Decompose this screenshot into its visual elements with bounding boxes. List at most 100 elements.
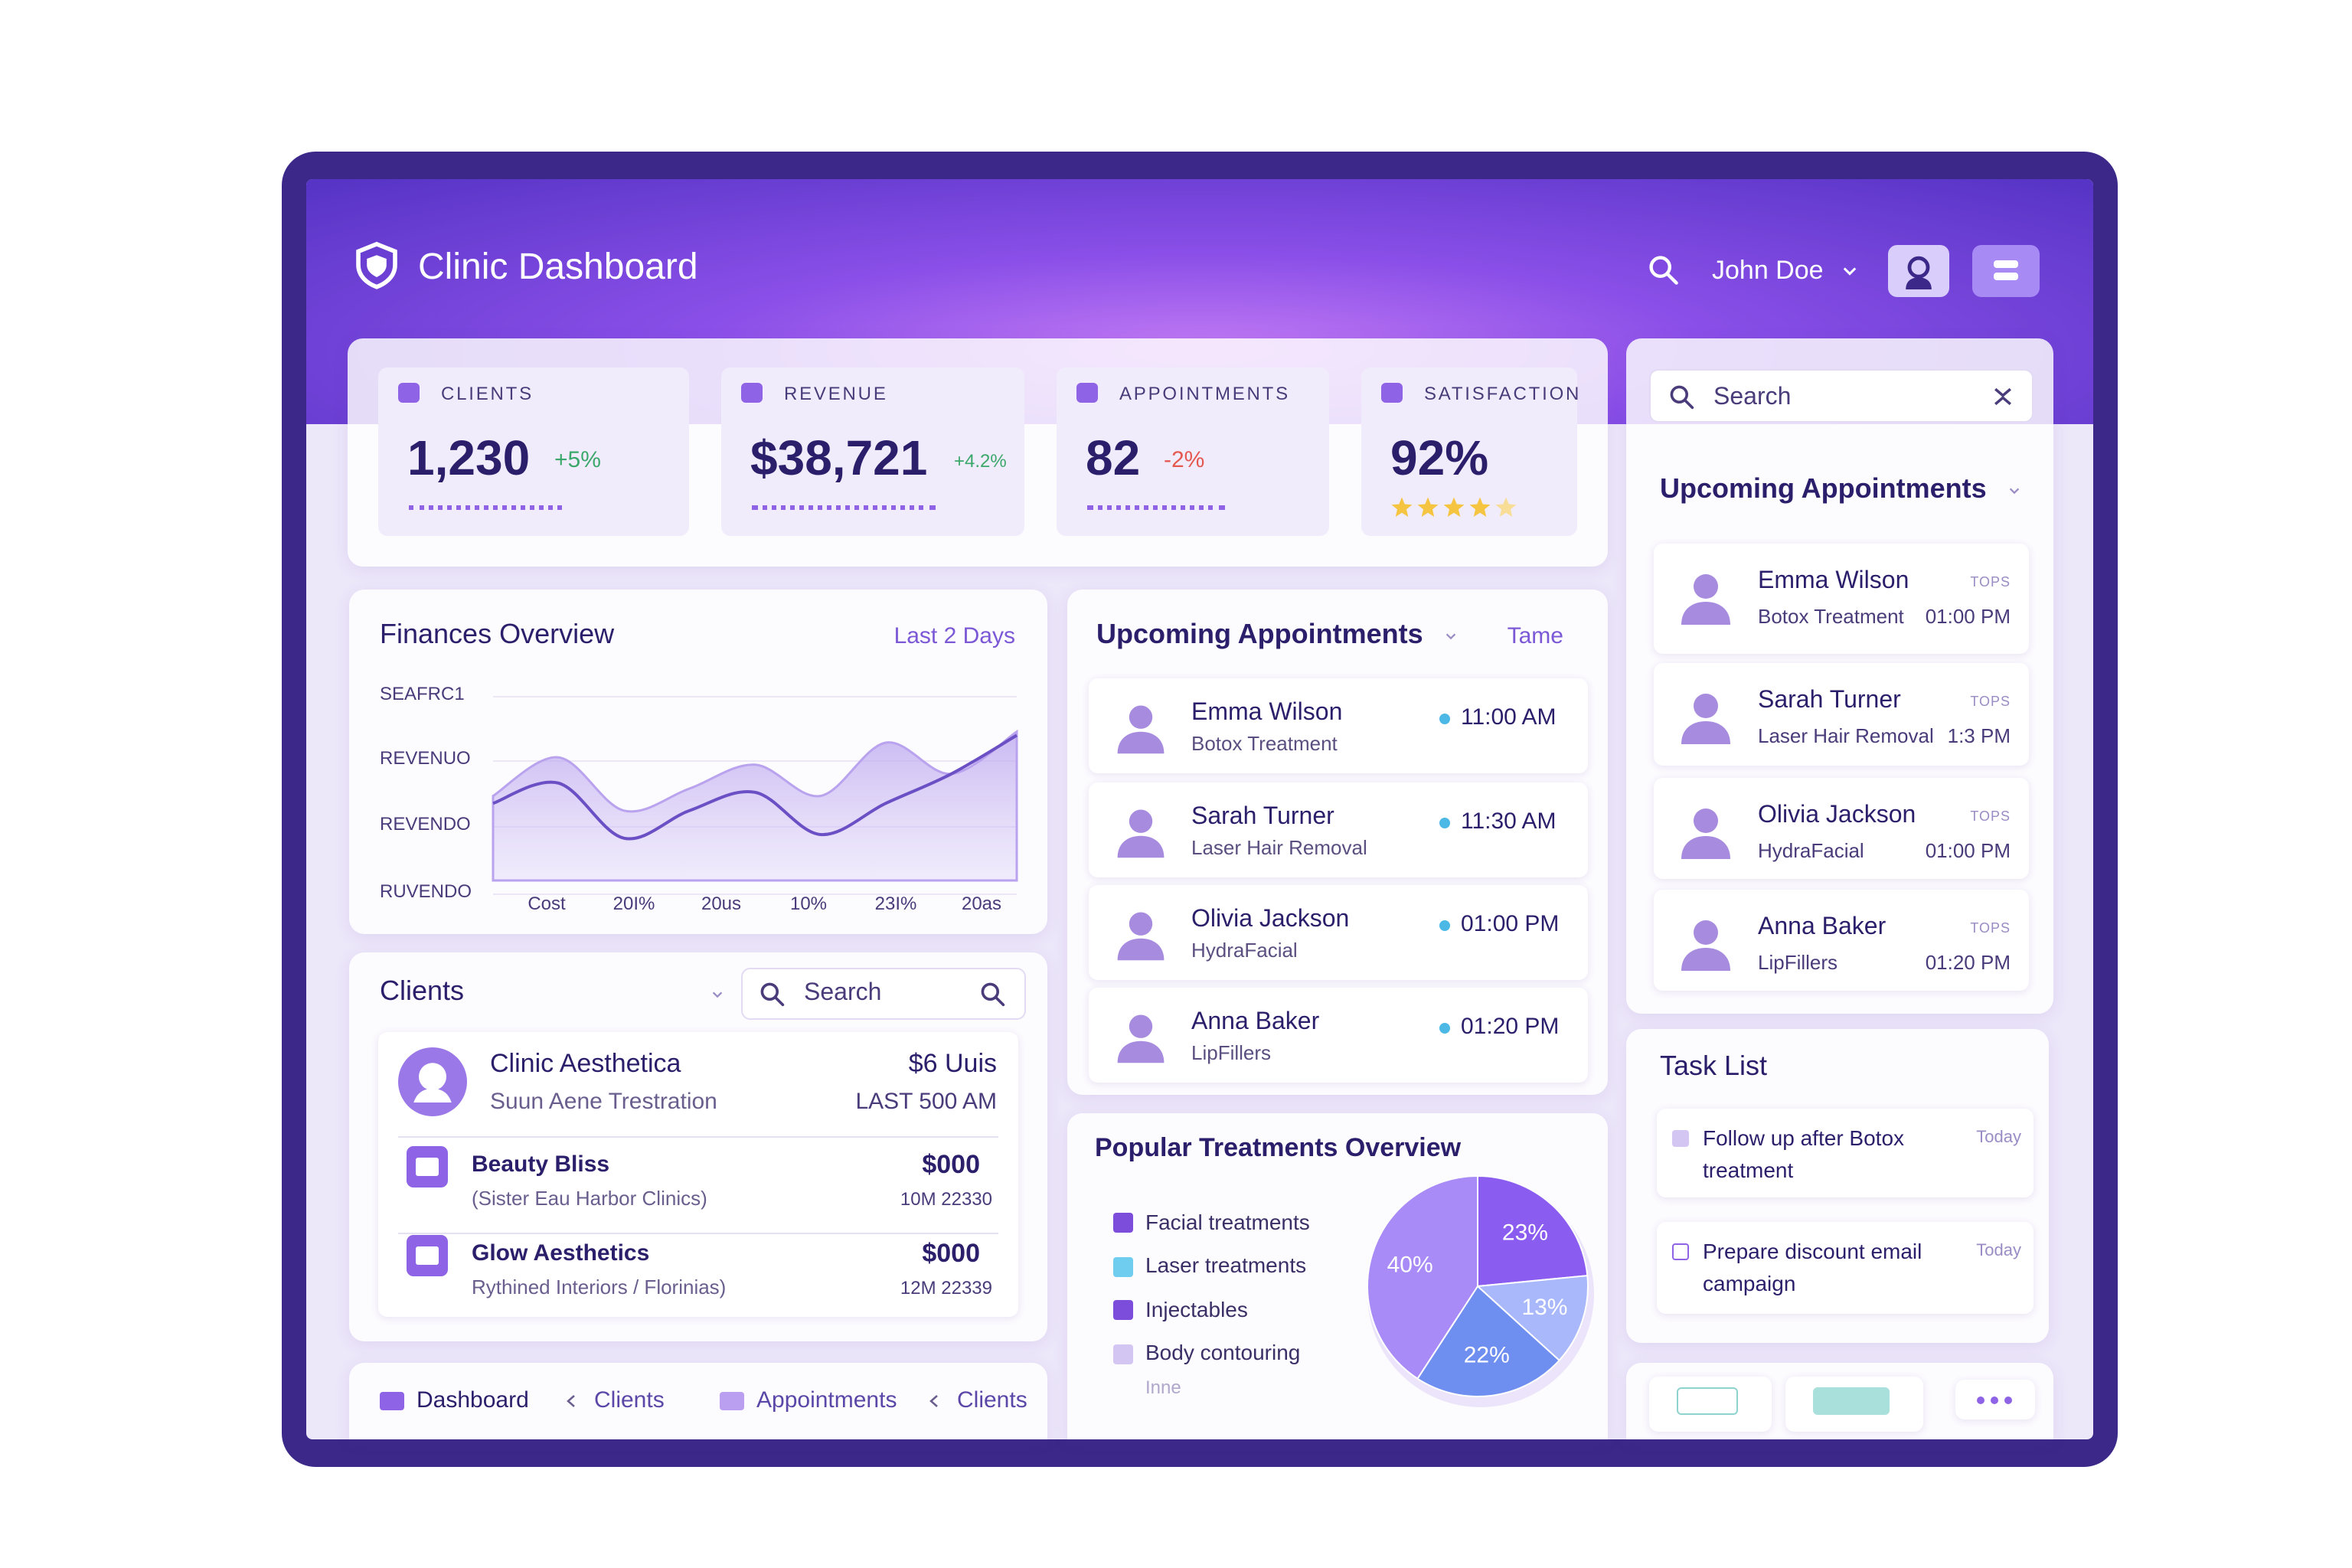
legend-label: Body contouring (1145, 1340, 1301, 1365)
clients-chevron (712, 991, 723, 998)
legend-label: Facial treatments (1145, 1209, 1310, 1234)
legend-label: Inne (1145, 1376, 1181, 1398)
appointment-treatment: LipFillers (1191, 1041, 1272, 1065)
appointment-name: Sarah Turner (1191, 804, 1334, 831)
x-axis-label: Cost (528, 892, 566, 914)
sidebar-chevron (2009, 488, 2020, 495)
kpi-icon (741, 383, 763, 403)
kpi-dots (1087, 505, 1225, 510)
legend-swatch (1113, 1300, 1133, 1320)
appointment-treatment: Botox Treatment (1758, 605, 1904, 629)
appointment-tag: TOPS (1970, 808, 2011, 824)
kpi-change: -2% (1164, 447, 1205, 473)
nav-item[interactable]: Dashboard (416, 1387, 529, 1413)
client-avatar (1681, 694, 1730, 744)
appointment-card[interactable] (1654, 778, 2029, 879)
kpi-value: $38,721 (750, 430, 928, 485)
clients-search[interactable] (741, 968, 1026, 1020)
kpi-label: APPOINTMENTS (1119, 382, 1290, 404)
search-icon (1670, 385, 1694, 410)
tool-thumb (1813, 1387, 1890, 1415)
task-text: Follow up after Botox treatment (1703, 1125, 1905, 1182)
client-meta: 12M 22339 (900, 1276, 992, 1298)
menu-button[interactable] (1972, 245, 2040, 297)
appointments-chevron (1446, 633, 1456, 640)
legend-swatch (1113, 1213, 1133, 1233)
x-axis-label: 10% (789, 892, 828, 914)
task-text: Prepare discount email campaign (1703, 1239, 1922, 1295)
client-name: Clinic Aesthetica (490, 1048, 681, 1078)
tool-thumb (1677, 1387, 1738, 1415)
appointment-card[interactable] (1654, 663, 2029, 766)
nav-item[interactable]: Clients (594, 1387, 665, 1413)
appointment-tag: TOPS (1970, 573, 2011, 590)
kpi-label: CLIENTS (441, 382, 534, 404)
tool-thumb[interactable] (1649, 1377, 1772, 1432)
y-axis-label: REVENDO (380, 812, 471, 835)
appointment-card[interactable] (1654, 890, 2029, 991)
avatar-icon (1906, 256, 1932, 289)
client-avatar (1117, 705, 1165, 754)
kpi-change: +5% (554, 447, 601, 473)
user-chevron (1843, 267, 1857, 276)
search-icon (981, 982, 1005, 1007)
legend-swatch (1113, 1256, 1133, 1276)
kpi-dots (409, 505, 562, 510)
rating-star (1417, 497, 1439, 517)
legend-label: Injectables (1145, 1296, 1248, 1321)
row-divider (398, 1136, 998, 1138)
app-title: Clinic Dashboard (418, 246, 698, 288)
legend-swatch (1113, 1344, 1133, 1364)
x-axis-label: 23I% (874, 892, 917, 914)
nav-icon (380, 1392, 404, 1410)
kpi-icon (1381, 383, 1403, 403)
nav-item[interactable]: Clients (957, 1387, 1027, 1413)
status-dot (1439, 920, 1450, 931)
search-icon (760, 982, 785, 1007)
client-avatar (1117, 912, 1165, 961)
client-meta: 10M 22330 (900, 1187, 992, 1210)
nav-icon (720, 1392, 744, 1410)
appointment-time: 01:20 PM (1461, 1014, 1560, 1040)
appointment-time: 01:00 PM (1925, 839, 2011, 863)
client-detail: (Sister Eau Harbor Clinics) (472, 1187, 707, 1210)
kpi-dots (752, 505, 936, 510)
task-checkbox[interactable] (1672, 1130, 1689, 1147)
appointment-card[interactable] (1089, 885, 1588, 980)
appointment-time: 01:00 PM (1925, 605, 2011, 629)
status-dot (1439, 1023, 1450, 1034)
appointment-card[interactable] (1089, 678, 1588, 773)
client-amount: $6 Uuis (908, 1048, 997, 1078)
appointment-time: 01:00 PM (1461, 911, 1560, 937)
appointment-treatment: Botox Treatment (1191, 732, 1338, 756)
panel-title: Clients (380, 975, 465, 1007)
nav-item[interactable]: Appointments (756, 1387, 897, 1413)
appointment-card[interactable] (1654, 544, 2029, 654)
rating-star (1469, 497, 1491, 517)
kpi-value: 92% (1390, 430, 1489, 485)
task-due: Today (1976, 1242, 2021, 1261)
panel-title: Popular Treatments Overview (1095, 1132, 1462, 1162)
kpi-icon (1076, 383, 1098, 403)
kpi-change: +4.2% (954, 449, 1007, 472)
client-avatar (1681, 920, 1730, 971)
kpi-label: SATISFACTION (1424, 382, 1582, 404)
x-axis-label: 20as (961, 892, 1002, 914)
task-checkbox[interactable] (1672, 1243, 1689, 1260)
appointment-card[interactable] (1089, 782, 1588, 877)
row-divider (398, 1233, 998, 1234)
search-placeholder: Search (804, 980, 882, 1007)
appointment-time: 1:3 PM (1947, 724, 2011, 748)
client-amount: $000 (922, 1238, 980, 1268)
search-icon (1649, 256, 1678, 285)
appointment-card[interactable] (1089, 988, 1588, 1083)
sidebar-search[interactable] (1649, 369, 2034, 423)
y-axis-label: REVENUO (380, 746, 471, 769)
appointment-time: 11:00 AM (1461, 704, 1557, 730)
user-name: John Doe (1712, 255, 1824, 285)
client-avatar (398, 1047, 467, 1116)
appointments-filter: Tame (1507, 623, 1563, 649)
appointment-name: Olivia Jackson (1758, 802, 1916, 829)
